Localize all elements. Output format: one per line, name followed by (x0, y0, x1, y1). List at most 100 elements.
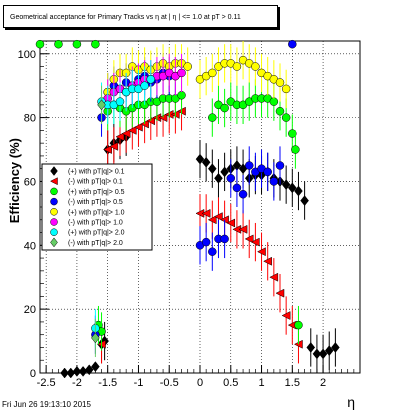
data-point (84, 364, 94, 376)
series-7 (91, 85, 106, 358)
data-point (72, 366, 82, 377)
data-point (201, 237, 211, 247)
data-point (269, 272, 279, 282)
data-point (127, 125, 137, 135)
legend-label: (+) with pT|q|> 0.5 (68, 189, 125, 196)
data-point (72, 39, 82, 49)
legend-marker (50, 208, 58, 216)
data-point (54, 39, 63, 49)
data-point (91, 332, 100, 344)
data-point (183, 62, 192, 71)
data-point (91, 39, 100, 49)
data-point (207, 215, 217, 225)
x-tick-label: 0.5 (223, 377, 238, 389)
x-tick-label: -2 (72, 377, 82, 389)
legend-marker (50, 237, 58, 248)
data-point (201, 156, 211, 168)
y-tick-label: 60 (24, 176, 36, 188)
data-point (269, 97, 279, 106)
data-point (226, 174, 236, 183)
data-point (115, 97, 125, 106)
data-point (281, 113, 291, 122)
data-point (281, 84, 291, 94)
data-point (294, 320, 303, 330)
data-point (177, 91, 186, 100)
data-point (238, 189, 248, 199)
legend-label: (+) with pT|q|> 0.1 (68, 169, 125, 176)
x-tick-label: 0 (197, 377, 203, 389)
data-point (220, 234, 229, 244)
y-tick-label: 80 (24, 113, 36, 125)
x-tick-label: 1.5 (285, 377, 300, 389)
data-point (78, 366, 88, 377)
data-point (324, 345, 334, 357)
data-point (287, 182, 297, 194)
x-axis-label: η (347, 394, 355, 410)
data-point (177, 68, 186, 78)
data-point (195, 153, 205, 165)
data-point (331, 342, 340, 353)
data-point (256, 247, 266, 257)
data-point (207, 163, 217, 175)
data-point (226, 218, 236, 228)
data-point (133, 122, 143, 132)
x-tick-label: -1 (134, 377, 144, 389)
data-point (232, 62, 242, 71)
data-point (220, 166, 229, 178)
legend-marker (50, 166, 58, 176)
data-point (275, 78, 285, 87)
data-point (263, 256, 272, 266)
legend-label: (+) with pT|q|> 2.0 (68, 230, 125, 237)
data-point (103, 145, 112, 154)
data-point (263, 167, 272, 177)
data-point (281, 179, 291, 191)
data-point (318, 348, 328, 360)
data-point (288, 129, 297, 138)
data-point (294, 185, 303, 197)
legend-marker (50, 218, 58, 226)
y-tick-label: 0 (30, 368, 36, 380)
data-point (288, 39, 297, 49)
data-point (281, 311, 291, 320)
legend-label: (-) with pT|q|> 2.0 (68, 240, 123, 247)
data-point (275, 106, 285, 116)
legend-label: (+) with pT|q|> 1.0 (68, 209, 125, 216)
x-tick-label: -2.5 (37, 377, 56, 389)
data-point (201, 208, 211, 218)
data-point (269, 177, 279, 186)
y-axis-label: Efficiency (%) (7, 138, 22, 223)
data-point (115, 132, 125, 142)
data-point (275, 161, 285, 170)
legend-label: (-) with pT|q|> 0.5 (68, 199, 123, 206)
data-point (208, 68, 217, 78)
data-point (244, 234, 254, 244)
x-tick-label: 2 (320, 377, 326, 389)
data-point (275, 288, 285, 298)
data-point (251, 62, 260, 71)
data-point (213, 212, 223, 221)
timestamp: Fri Jun 26 19:13:10 2015 (2, 400, 91, 409)
data-point (232, 183, 242, 193)
data-point (91, 361, 100, 373)
series-marks (35, 39, 340, 379)
x-tick-label: -1.5 (98, 377, 117, 389)
y-axis-ticks: 0 20 40 60 80 100 (18, 40, 49, 380)
data-point (244, 161, 254, 170)
data-point (146, 75, 156, 84)
legend: (+) with pT|q|> 0.1 (-) with pT|q|> 0.1 (+… (41, 163, 153, 251)
data-point (220, 103, 229, 113)
y-tick-label: 100 (18, 49, 36, 61)
legend-marker (50, 187, 58, 196)
data-point (291, 145, 300, 154)
data-point (97, 99, 106, 111)
data-point (306, 342, 316, 353)
data-point (60, 367, 69, 379)
x-axis-ticks: -2.5 -2 -1.5 -1 -0.5 0 0.5 1 1.5 2 (37, 365, 355, 389)
legend-box (41, 163, 153, 251)
legend-label: (-) with pT|q|> 0.1 (68, 179, 123, 186)
y-tick-label: 40 (24, 240, 36, 252)
data-point (238, 224, 248, 234)
data-point (140, 81, 149, 90)
legend-marker (49, 177, 58, 186)
